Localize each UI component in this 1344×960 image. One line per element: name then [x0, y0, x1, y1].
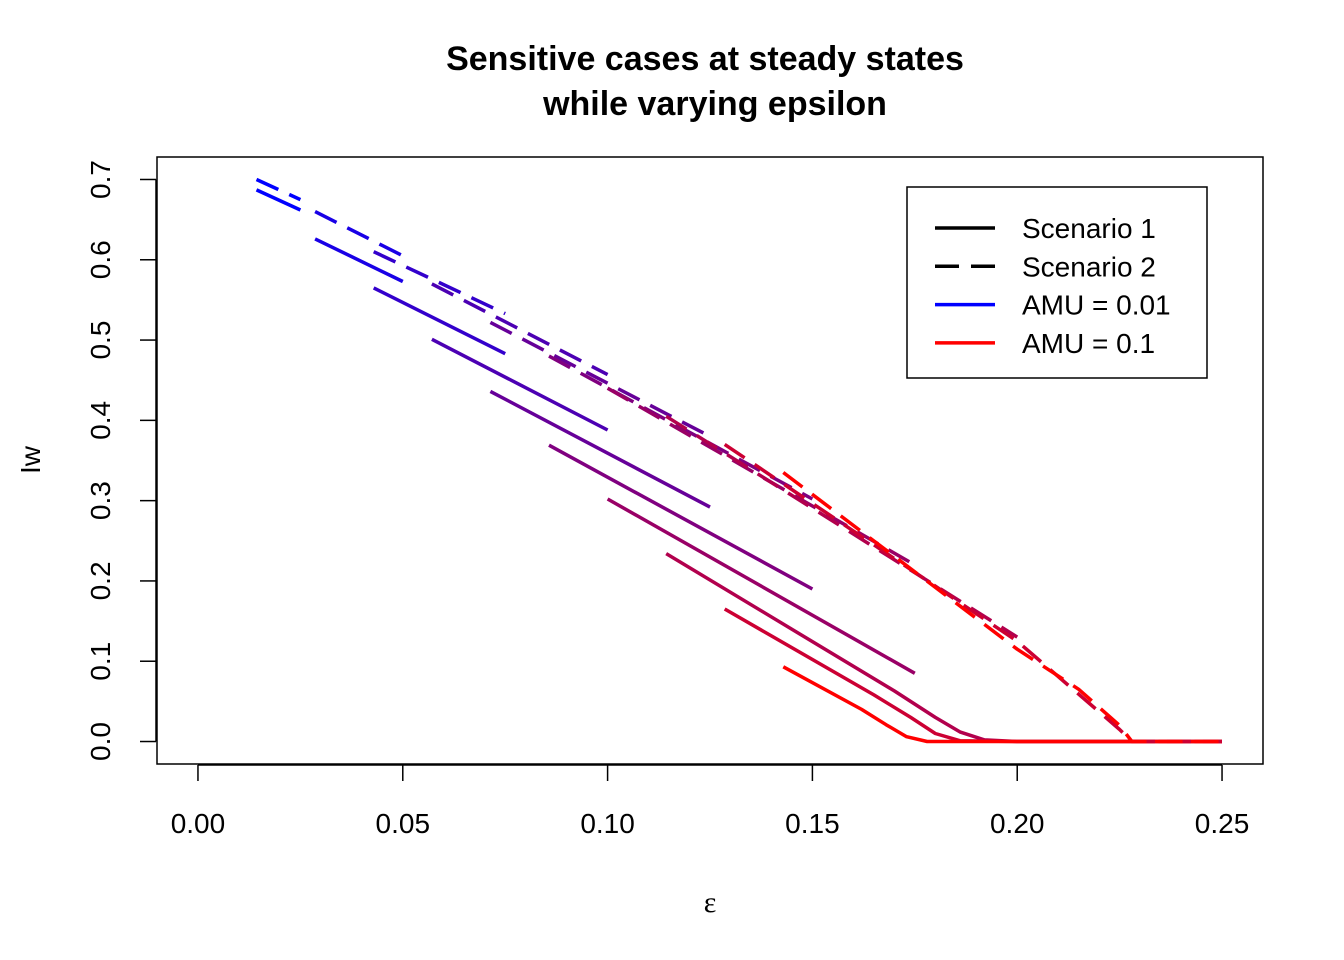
series-line-s1-6	[606, 497, 916, 675]
x-tick-label: 0.25	[1195, 808, 1250, 839]
legend: Scenario 1 Scenario 2 AMU = 0.01 AMU = 0.1	[906, 186, 1208, 379]
y-tick-label: 0.2	[85, 561, 116, 600]
chart-title-line-2: while varying epsilon	[542, 85, 887, 123]
series-line-s2-17	[665, 414, 1019, 639]
legend-label: AMU = 0.01	[1022, 290, 1171, 321]
series-line-s1-2	[372, 286, 506, 356]
y-tick-label: 0.7	[85, 160, 116, 199]
x-axis-label: ε	[704, 886, 717, 919]
chart-title-line-1: Sensitive cases at steady states	[446, 40, 964, 78]
series-line-s1-5	[548, 443, 814, 591]
x-tick-label: 0.10	[580, 808, 635, 839]
series-line-s2-10	[255, 177, 302, 202]
series-line-s2-16	[606, 386, 916, 567]
legend-label: Scenario 2	[1022, 251, 1156, 282]
y-tick-label: 0.1	[85, 642, 116, 681]
series-line-s1-9	[782, 665, 1222, 744]
series-line-s2-15	[548, 354, 814, 501]
x-tick-label: 0.15	[785, 808, 840, 839]
y-tick-label: 0.6	[85, 240, 116, 279]
series-line-s1-3	[431, 337, 609, 432]
y-axis: 0.0 0.1 0.2 0.3 0.4 0.5 0.6 0.7	[85, 160, 157, 761]
x-axis: 0.00 0.05 0.10 0.15 0.20 0.25	[171, 764, 1250, 839]
plot-frame	[156, 156, 1264, 765]
y-tick-label: 0.3	[85, 481, 116, 520]
legend-box	[906, 186, 1208, 379]
series-line-s2-12	[372, 250, 506, 316]
series-line-s2-14	[489, 320, 711, 438]
series-line-s1-0	[255, 188, 302, 212]
x-tick-label: 0.20	[990, 808, 1045, 839]
y-tick-label: 0.4	[85, 401, 116, 440]
series-line-s2-13	[431, 282, 609, 377]
y-axis-label: Iw	[15, 445, 46, 474]
series-line-s2-11	[314, 210, 404, 258]
series-line-s1-7	[665, 552, 1222, 744]
y-tick-label: 0.0	[85, 722, 116, 761]
x-tick-label: 0.05	[376, 808, 431, 839]
series-line-s2-18	[723, 442, 1222, 744]
legend-label: Scenario 1	[1022, 213, 1156, 244]
legend-label: AMU = 0.1	[1022, 328, 1155, 359]
y-tick-label: 0.5	[85, 321, 116, 360]
series-layer	[255, 177, 1222, 744]
series-line-s1-1	[314, 237, 404, 284]
x-tick-label: 0.00	[171, 808, 226, 839]
series-line-s1-4	[489, 389, 711, 509]
